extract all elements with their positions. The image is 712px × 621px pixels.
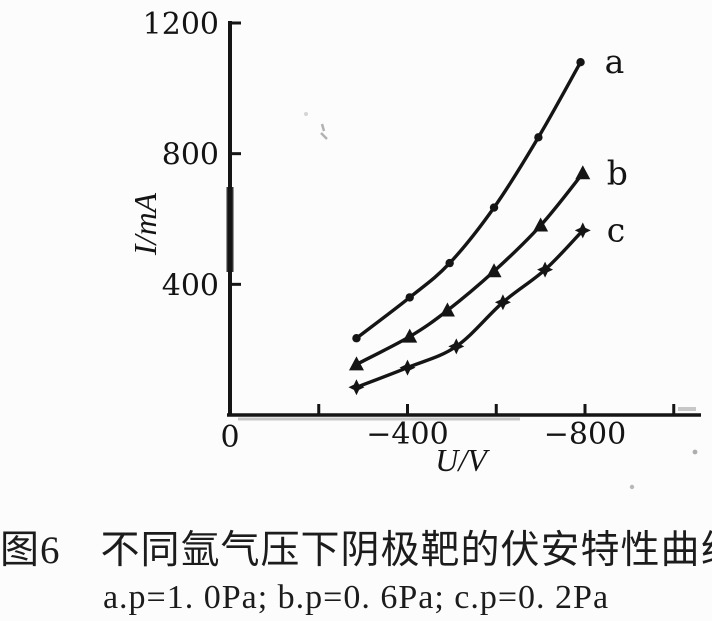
series-b-marker	[348, 356, 364, 371]
series-b-marker	[533, 217, 549, 232]
axis-ticks: 400 800 1200 −400 −800	[143, 7, 676, 452]
series-c-marker	[448, 338, 465, 355]
series-a-curve	[354, 60, 583, 340]
scan-speck-3	[629, 484, 635, 490]
series-b: b	[348, 153, 628, 371]
series-c-marker	[399, 359, 416, 376]
figure-caption-legend: a.p=1. 0Pa; b.p=0. 6Pa; c.p=0. 2Pa	[102, 579, 610, 616]
series-b-marker	[402, 328, 418, 343]
series-a-label: a	[605, 42, 625, 81]
scan-speck-2	[692, 449, 698, 455]
data-series: a bc	[348, 42, 628, 396]
x-axis-title: U/V	[435, 442, 490, 478]
scan-speck-4	[304, 112, 308, 116]
series-a-marker	[489, 203, 499, 212]
series-b-marker	[439, 302, 455, 317]
y-tick-label: 1200	[143, 7, 219, 42]
series-c-label: c	[607, 210, 625, 249]
series-c-marker	[537, 261, 554, 278]
scan-speck-1	[320, 123, 328, 140]
iv-characteristic-chart: 400 800 1200 −400 −800 a bc 0 I/mA U/V	[127, 7, 701, 490]
series-b-marker	[575, 165, 591, 180]
series-c-marker	[494, 294, 511, 311]
series-b-marker	[486, 263, 502, 278]
y-tick-label: 400	[162, 268, 219, 303]
y-tick-label: 800	[162, 138, 219, 173]
series-a-marker	[534, 133, 543, 142]
series-a: a	[352, 42, 625, 343]
x-tick-label-origin: 0	[220, 420, 239, 455]
series-a-marker	[445, 258, 454, 268]
y-axis-title: I/mA	[127, 192, 163, 256]
x-tick-label: −400	[366, 417, 448, 452]
series-c-curve	[354, 228, 585, 389]
series-c-marker	[348, 379, 365, 396]
figure-caption: 图6 不同氩气压下阴极靶的伏安特性曲线 a.p=1. 0Pa; b.p=0. 6…	[0, 519, 712, 617]
series-c: c	[348, 210, 625, 396]
series-b-label: b	[607, 153, 628, 192]
figure-caption-title: 图6 不同氩气压下阴极靶的伏安特性曲线	[0, 529, 712, 572]
series-a-marker	[405, 293, 414, 302]
series-a-marker	[576, 58, 585, 67]
series-c-marker	[574, 222, 591, 239]
x-tick-label: −800	[544, 417, 626, 452]
series-a-marker	[352, 334, 361, 343]
